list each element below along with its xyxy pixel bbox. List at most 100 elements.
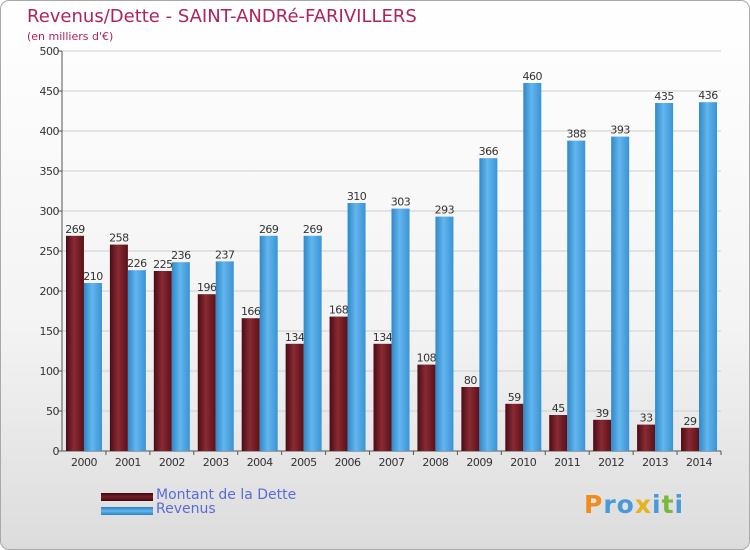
logo-letter: o [616, 490, 635, 519]
bar-revenus [567, 140, 586, 451]
data-label: 303 [391, 196, 411, 209]
x-tick-label: 2000 [71, 456, 97, 469]
bar-revenus [171, 262, 190, 451]
logo-letter: t [661, 490, 675, 519]
data-label: 258 [109, 232, 129, 245]
y-tick-label: 200 [40, 285, 60, 298]
x-tick-label: 2004 [247, 456, 273, 469]
x-tick-label: 2006 [335, 456, 361, 469]
bar-revenus [127, 270, 146, 451]
y-tick-label: 0 [53, 445, 60, 458]
y-tick-label: 300 [40, 205, 60, 218]
data-label: 80 [464, 374, 477, 387]
bar-dette [285, 343, 304, 451]
legend-swatch-dette [101, 493, 153, 501]
data-label: 293 [435, 204, 455, 217]
data-label: 388 [566, 128, 586, 141]
data-label: 33 [640, 412, 653, 425]
data-label: 134 [373, 331, 393, 344]
logo-letter: r [603, 490, 617, 519]
x-tick-label: 2009 [466, 456, 492, 469]
data-label: 29 [684, 415, 697, 428]
bar-revenus [83, 283, 102, 451]
data-label: 134 [285, 331, 305, 344]
data-label: 210 [83, 270, 103, 283]
bar-dette [65, 235, 84, 451]
logo-letter: P [584, 490, 604, 519]
chart-subtitle: (en milliers d'€) [27, 30, 114, 43]
data-label: 269 [303, 223, 323, 236]
legend-label-dette: Montant de la Dette [156, 487, 297, 503]
x-tick-label: 2008 [422, 456, 448, 469]
bar-dette [417, 364, 436, 451]
data-label: 226 [127, 257, 147, 270]
logo-letter: i [674, 490, 685, 519]
data-label: 196 [197, 281, 217, 294]
data-label: 39 [596, 407, 609, 420]
y-tick-label: 150 [40, 325, 60, 338]
bar-revenus [259, 235, 278, 451]
data-label: 436 [698, 89, 718, 102]
bar-dette [373, 343, 392, 451]
data-label: 168 [329, 304, 349, 317]
y-tick-label: 500 [40, 45, 60, 58]
y-tick-label: 100 [40, 365, 60, 378]
chart-title: Revenus/Dette - SAINT-ANDRé-FARIVILLERS [27, 6, 417, 27]
y-tick-label: 50 [46, 405, 59, 418]
bar-dette [593, 419, 612, 451]
x-tick-label: 2013 [642, 456, 668, 469]
x-tick-label: 2001 [115, 456, 141, 469]
x-tick-label: 2002 [159, 456, 185, 469]
data-label: 310 [347, 190, 367, 203]
x-tick-label: 2014 [686, 456, 712, 469]
bar-revenus [347, 203, 366, 451]
bar-dette [505, 403, 524, 451]
data-label: 236 [171, 249, 191, 262]
x-tick-label: 2005 [291, 456, 317, 469]
y-tick-label: 250 [40, 245, 60, 258]
data-label: 393 [610, 124, 630, 137]
bar-revenus [523, 83, 542, 451]
bar-dette [681, 427, 700, 451]
x-tick-label: 2007 [379, 456, 405, 469]
bar-revenus [435, 216, 454, 451]
bar-revenus [699, 102, 718, 451]
data-label: 237 [215, 248, 235, 261]
bar-dette [241, 318, 260, 451]
bar-dette [461, 387, 480, 451]
bar-revenus [391, 208, 410, 451]
y-tick-label: 450 [40, 85, 60, 98]
data-label: 269 [65, 223, 85, 236]
data-label: 166 [241, 305, 261, 318]
data-label: 108 [417, 352, 437, 365]
bar-revenus [479, 158, 498, 451]
data-label: 460 [523, 70, 543, 83]
bar-dette [153, 271, 172, 451]
proxiti-logo: Proxiti [584, 490, 684, 519]
data-label: 45 [552, 402, 565, 415]
legend-swatch-revenus [101, 507, 153, 515]
x-tick-label: 2010 [510, 456, 536, 469]
data-label: 435 [654, 90, 674, 103]
data-label: 269 [259, 223, 279, 236]
legend-label-revenus: Revenus [156, 501, 216, 517]
bar-revenus [303, 235, 322, 451]
data-label: 59 [508, 391, 521, 404]
bar-dette [637, 424, 656, 451]
data-label: 225 [153, 258, 173, 271]
bar-dette [549, 415, 568, 451]
bar-revenus [215, 261, 234, 451]
x-tick-label: 2011 [554, 456, 580, 469]
logo-letter: i [652, 490, 662, 519]
data-label: 366 [479, 145, 499, 158]
bar-revenus [655, 103, 674, 451]
x-tick-label: 2003 [203, 456, 229, 469]
bar-revenus [611, 136, 630, 451]
y-tick-label: 400 [40, 125, 60, 138]
bar-dette [109, 244, 128, 451]
bar-dette [329, 316, 348, 451]
logo-letter: x [634, 490, 652, 519]
x-tick-label: 2012 [598, 456, 624, 469]
